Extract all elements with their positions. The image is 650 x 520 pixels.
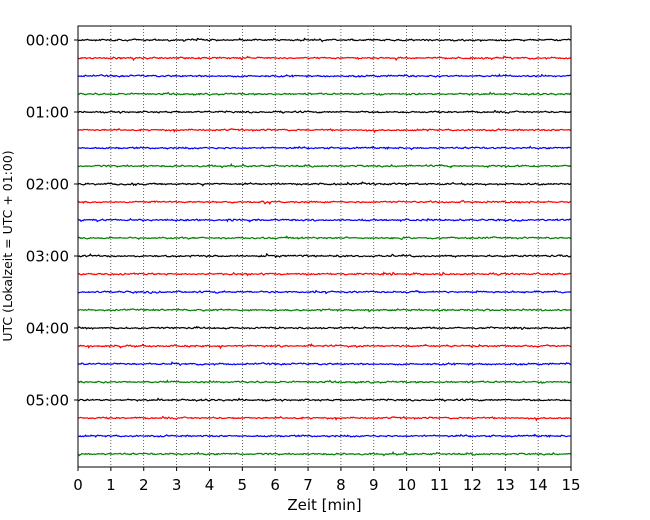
seismic-trace	[77, 127, 572, 134]
x-tick-label: 5	[238, 476, 248, 494]
x-tick-label: 11	[430, 476, 449, 494]
y-axis-label: UTC (Lokalzeit = UTC + 01:00)	[0, 150, 15, 341]
seismic-trace	[77, 145, 572, 151]
y-tick-label: 00:00	[26, 32, 69, 50]
x-tick-label: 10	[397, 476, 416, 494]
seismic-trace	[77, 109, 572, 115]
seismic-trace	[77, 433, 572, 438]
x-tick-label: 2	[139, 476, 149, 494]
x-tick-label: 9	[369, 476, 379, 494]
y-tick-label: 02:00	[26, 176, 69, 194]
x-tick-label: 12	[463, 476, 482, 494]
seismic-trace	[77, 397, 572, 403]
plot-frame	[77, 25, 572, 468]
x-tick-label: 14	[529, 476, 548, 494]
seismic-trace	[77, 73, 572, 78]
x-tick-label: 3	[172, 476, 182, 494]
seismic-trace	[77, 162, 572, 169]
y-tick-label: 04:00	[26, 320, 69, 338]
x-tick-label: 8	[336, 476, 346, 494]
seismic-trace	[77, 181, 572, 187]
x-axis-ticks: 0 1 2 3 4 5 6 7 8 9 10 11 12 13 14 15	[73, 467, 581, 494]
x-tick-label: 13	[496, 476, 515, 494]
seismic-trace	[78, 91, 572, 96]
seismic-trace	[77, 379, 572, 384]
seismic-trace	[77, 450, 572, 457]
seismic-trace	[77, 55, 572, 62]
x-tick-label: 0	[73, 476, 83, 494]
x-tick-label: 4	[205, 476, 215, 494]
seismic-trace	[77, 307, 572, 313]
seismic-trace	[77, 289, 572, 295]
x-tick-label: 7	[303, 476, 313, 494]
seismic-trace	[77, 199, 572, 205]
seismic-trace	[77, 325, 572, 331]
x-tick-label: 15	[561, 476, 580, 494]
seismic-trace	[77, 252, 572, 259]
seismic-trace	[77, 217, 572, 223]
y-axis-ticks: 00:00 01:00 02:00 03:00 04:00 05:00	[26, 32, 78, 410]
seismic-trace	[77, 37, 572, 43]
seismic-trace	[77, 361, 572, 366]
x-tick-label: 6	[270, 476, 280, 494]
seismic-traces	[77, 37, 572, 457]
y-tick-label: 03:00	[26, 248, 69, 266]
x-tick-label: 1	[106, 476, 116, 494]
seismic-trace	[77, 343, 572, 350]
seismic-trace	[77, 271, 572, 277]
y-tick-label: 01:00	[26, 104, 69, 122]
x-axis-label: Zeit [min]	[287, 496, 361, 514]
seismic-trace	[77, 415, 572, 422]
seismic-trace	[77, 235, 572, 241]
y-tick-label: 05:00	[26, 392, 69, 410]
